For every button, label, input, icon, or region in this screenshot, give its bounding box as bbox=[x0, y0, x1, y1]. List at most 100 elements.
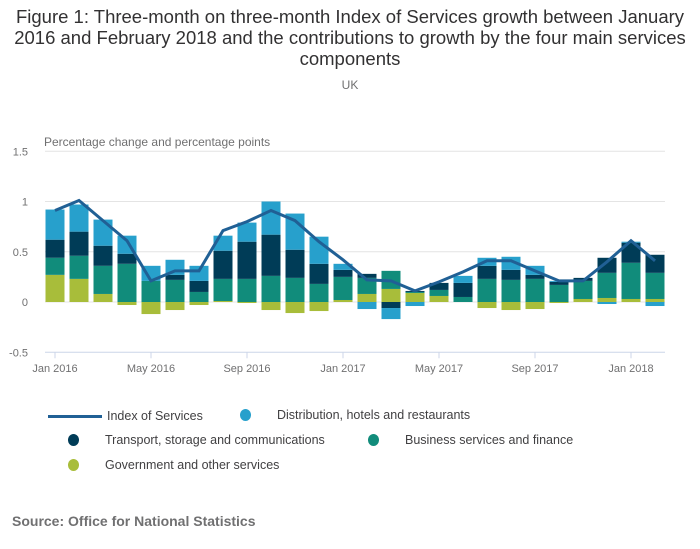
chart-subtitle: UK bbox=[341, 78, 359, 92]
dot-swatch-icon bbox=[68, 434, 79, 446]
legend-label: Distribution, hotels and restaurants bbox=[277, 408, 471, 422]
bars bbox=[45, 201, 665, 320]
bar-segment bbox=[45, 209, 65, 240]
bar-segment bbox=[117, 302, 137, 306]
bar-segment bbox=[213, 250, 233, 279]
legend-item-distribution[interactable]: Distribution, hotels and restaurants bbox=[232, 408, 470, 422]
x-tick-label: Sep 2017 bbox=[511, 363, 558, 375]
index-line bbox=[54, 198, 656, 293]
bar-segment bbox=[429, 295, 449, 302]
bar-segment bbox=[477, 265, 497, 279]
bar-segment bbox=[261, 275, 281, 302]
bar-segment bbox=[189, 291, 209, 302]
bar-segment bbox=[333, 276, 353, 300]
bar-segment bbox=[285, 213, 305, 250]
legend-label: Index of Services bbox=[107, 409, 203, 423]
bar-segment bbox=[93, 293, 113, 302]
y-tick-label: -0.5 bbox=[9, 347, 28, 359]
y-tick-label: 1.5 bbox=[13, 146, 28, 158]
bar-segment bbox=[645, 302, 665, 307]
bar-segment bbox=[237, 302, 257, 304]
y-tick-label: 1 bbox=[22, 197, 28, 209]
bar-segment bbox=[381, 308, 401, 320]
bar-segment bbox=[597, 297, 617, 302]
bar-segment bbox=[573, 298, 593, 302]
bar-segment bbox=[285, 277, 305, 302]
bar-segment bbox=[45, 274, 65, 302]
legend-label: Business services and finance bbox=[405, 433, 574, 447]
bar-segment bbox=[165, 279, 185, 302]
y-tick-label: 0 bbox=[22, 297, 28, 309]
chart: -0.5 0 0.5 1 1.5 Percentage change and perce… bbox=[9, 135, 665, 375]
bar-segment bbox=[69, 278, 89, 302]
x-tick-label: Sep 2016 bbox=[223, 363, 270, 375]
bar-segment bbox=[357, 293, 377, 302]
bar-segment bbox=[501, 279, 521, 302]
bar-segment bbox=[237, 278, 257, 302]
y-axis-ticks: -0.5 0 0.5 1 1.5 bbox=[9, 146, 28, 359]
gridlines bbox=[45, 150, 665, 353]
dot-swatch-icon bbox=[68, 459, 79, 471]
source-note: Source: Office for National Statistics bbox=[12, 513, 256, 529]
bar-segment bbox=[549, 284, 569, 302]
bar-segment bbox=[261, 201, 281, 235]
bar-segment bbox=[501, 302, 521, 311]
bar-segment bbox=[357, 302, 377, 310]
bar-segment bbox=[309, 302, 329, 312]
bar-segment bbox=[453, 296, 473, 302]
legend-item-business[interactable]: Business services and finance bbox=[360, 433, 573, 447]
legend-item-index-of-services[interactable]: Index of Services bbox=[48, 409, 203, 423]
bar-segment bbox=[621, 262, 641, 299]
bar-segment bbox=[381, 302, 401, 309]
legend-item-transport[interactable]: Transport, storage and communications bbox=[60, 433, 325, 447]
x-axis: Jan 2016 May 2016 Sep 2016 Jan 2017 May 2017… bbox=[32, 352, 654, 375]
bar-segment bbox=[237, 222, 257, 242]
bar-segment bbox=[453, 275, 473, 283]
bar-segment bbox=[141, 302, 161, 315]
x-tick-label: May 2016 bbox=[127, 363, 175, 375]
bar-segment bbox=[525, 302, 545, 310]
bar-segment bbox=[477, 278, 497, 302]
bar-segment bbox=[333, 263, 353, 270]
bar-segment bbox=[213, 278, 233, 301]
x-tick-label: Jan 2017 bbox=[320, 363, 365, 375]
bar-segment bbox=[117, 263, 137, 302]
legend-label: Transport, storage and communications bbox=[105, 433, 325, 447]
bar-segment bbox=[381, 288, 401, 302]
bar-segment bbox=[597, 302, 617, 305]
bar-segment bbox=[309, 263, 329, 284]
legend-label: Government and other services bbox=[105, 458, 280, 472]
bar-segment bbox=[597, 272, 617, 298]
bar-segment bbox=[261, 302, 281, 311]
bar-segment bbox=[333, 269, 353, 277]
bar-segment bbox=[45, 239, 65, 258]
bar-segment bbox=[165, 274, 185, 280]
bar-segment bbox=[213, 300, 233, 302]
bar-segment bbox=[621, 242, 641, 263]
bar-segment bbox=[429, 289, 449, 296]
x-tick-label: May 2017 bbox=[415, 363, 463, 375]
bar-segment bbox=[549, 302, 569, 304]
bar-segment bbox=[141, 265, 161, 281]
bar-segment bbox=[69, 204, 89, 232]
bar-segment bbox=[45, 257, 65, 275]
bar-segment bbox=[285, 249, 305, 278]
bar-segment bbox=[405, 302, 425, 307]
bar-segment bbox=[69, 255, 89, 279]
bar-segment bbox=[333, 299, 353, 302]
y-axis-label: Percentage change and percentage points bbox=[44, 135, 270, 149]
x-tick-label: Jan 2018 bbox=[608, 363, 653, 375]
bar-segment bbox=[645, 272, 665, 299]
legend-item-government[interactable]: Government and other services bbox=[60, 458, 279, 472]
bar-segment bbox=[549, 281, 569, 285]
bar-segment bbox=[405, 292, 425, 302]
bar-segment bbox=[429, 282, 449, 290]
bar-segment bbox=[69, 231, 89, 256]
bar-segment bbox=[357, 273, 377, 278]
y-tick-label: 0.5 bbox=[13, 247, 28, 259]
bar-segment bbox=[93, 219, 113, 246]
bar-segment bbox=[645, 298, 665, 302]
bar-segment bbox=[573, 280, 593, 299]
dot-swatch-icon bbox=[240, 409, 251, 421]
bar-segment bbox=[501, 269, 521, 280]
